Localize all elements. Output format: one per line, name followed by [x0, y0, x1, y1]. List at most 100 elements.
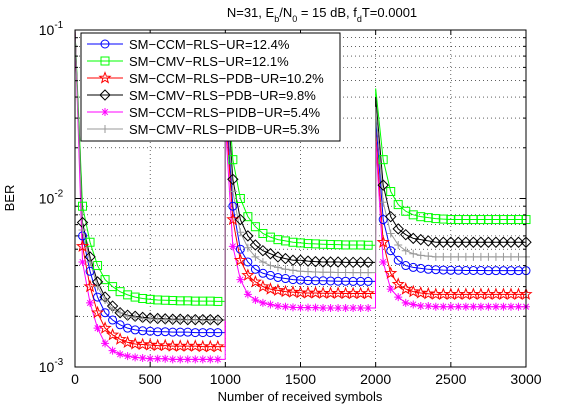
data-point: [278, 284, 293, 298]
data-point: [424, 302, 433, 311]
data-point: [475, 236, 487, 248]
data-point: [206, 355, 215, 364]
data-point: [213, 296, 223, 306]
data-point: [243, 212, 253, 222]
data-point: [121, 335, 135, 348]
legend-marker: [100, 56, 110, 66]
data-point: [131, 353, 140, 362]
data-point: [138, 354, 147, 363]
data-point: [266, 261, 275, 270]
data-point: [446, 252, 455, 261]
data-point: [394, 293, 403, 302]
x-tick-label: 1500: [285, 371, 316, 387]
data-point: [452, 236, 465, 248]
data-point: [138, 314, 147, 323]
data-point: [332, 256, 344, 268]
data-point: [115, 320, 125, 330]
y-tick-label: 10-2: [39, 189, 64, 207]
data-point: [430, 236, 442, 248]
series-marker-group: [78, 242, 530, 364]
data-point: [499, 302, 508, 311]
data-point: [399, 282, 413, 295]
data-point: [484, 252, 493, 261]
data-point: [159, 313, 171, 325]
data-point: [212, 314, 224, 326]
data-point: [394, 240, 403, 249]
data-point: [460, 236, 472, 248]
data-point: [406, 284, 420, 298]
data-point: [286, 285, 300, 298]
data-point: [514, 252, 523, 261]
data-point: [131, 313, 140, 322]
data-point: [454, 302, 463, 311]
data-point: [83, 279, 97, 293]
data-point: [136, 337, 150, 351]
data-point: [243, 243, 252, 252]
data-point: [287, 254, 299, 266]
data-point: [424, 252, 433, 261]
data-point: [319, 268, 328, 277]
data-point: [514, 302, 523, 311]
data-point: [296, 267, 305, 276]
data-point: [146, 354, 155, 363]
data-point: [376, 235, 390, 248]
data-point: [273, 263, 282, 272]
data-point: [334, 303, 343, 312]
data-point: [108, 315, 118, 325]
data-point: [228, 242, 237, 251]
data-point: [324, 256, 337, 268]
data-point: [273, 302, 282, 311]
data-point: [176, 355, 185, 364]
y-axis-label: BER: [2, 185, 17, 212]
data-point: [415, 233, 427, 246]
y-tick-label: 10-3: [39, 357, 64, 375]
data-point: [386, 246, 396, 256]
data-point: [491, 302, 500, 311]
data-point: [228, 187, 237, 196]
data-point: [188, 339, 202, 352]
data-point: [364, 268, 373, 277]
data-point: [258, 298, 267, 307]
data-point: [391, 277, 405, 290]
data-point: [206, 316, 215, 325]
data-point: [386, 229, 395, 238]
legend-label: SM−CCM−RLS−UR=12.4%: [129, 37, 290, 52]
y-axis-ticks: 10-3 10-2 10-1: [39, 20, 526, 375]
data-point: [272, 251, 284, 263]
data-point: [191, 355, 200, 364]
x-tick-label: 1000: [210, 371, 241, 387]
data-point: [409, 249, 418, 258]
data-point: [422, 235, 434, 247]
data-point: [311, 303, 320, 312]
legend-label: SM−CMV−RLS−UR=12.1%: [129, 54, 289, 69]
data-point: [386, 285, 395, 294]
data-point: [146, 314, 155, 323]
data-point: [198, 355, 207, 364]
legend-label: SM−CCM−RLS−PIDB−UR=5.4%: [129, 105, 321, 120]
data-point: [228, 155, 238, 165]
data-point: [326, 303, 335, 312]
data-point: [512, 236, 525, 248]
x-tick-label: 500: [138, 371, 162, 387]
data-point: [197, 313, 209, 326]
data-point: [304, 267, 313, 276]
data-point: [213, 355, 222, 364]
data-point: [211, 339, 225, 353]
data-point: [263, 282, 278, 295]
data-point: [123, 352, 132, 361]
data-point: [101, 295, 110, 304]
data-point: [143, 338, 157, 351]
legend-marker: [98, 71, 112, 84]
data-point: [497, 236, 510, 248]
data-point: [393, 200, 403, 210]
chart-title: N=31, Eb/N0 = 15 dB, fdT=0.0001: [227, 5, 417, 24]
data-point: [93, 292, 103, 302]
legend-marker: [101, 108, 109, 116]
series-markers: [75, 155, 533, 364]
data-point: [93, 282, 102, 291]
data-point: [378, 215, 388, 225]
data-point: [105, 328, 120, 341]
series-marker-group: [78, 187, 530, 325]
data-point: [467, 236, 480, 248]
data-point: [183, 316, 192, 325]
